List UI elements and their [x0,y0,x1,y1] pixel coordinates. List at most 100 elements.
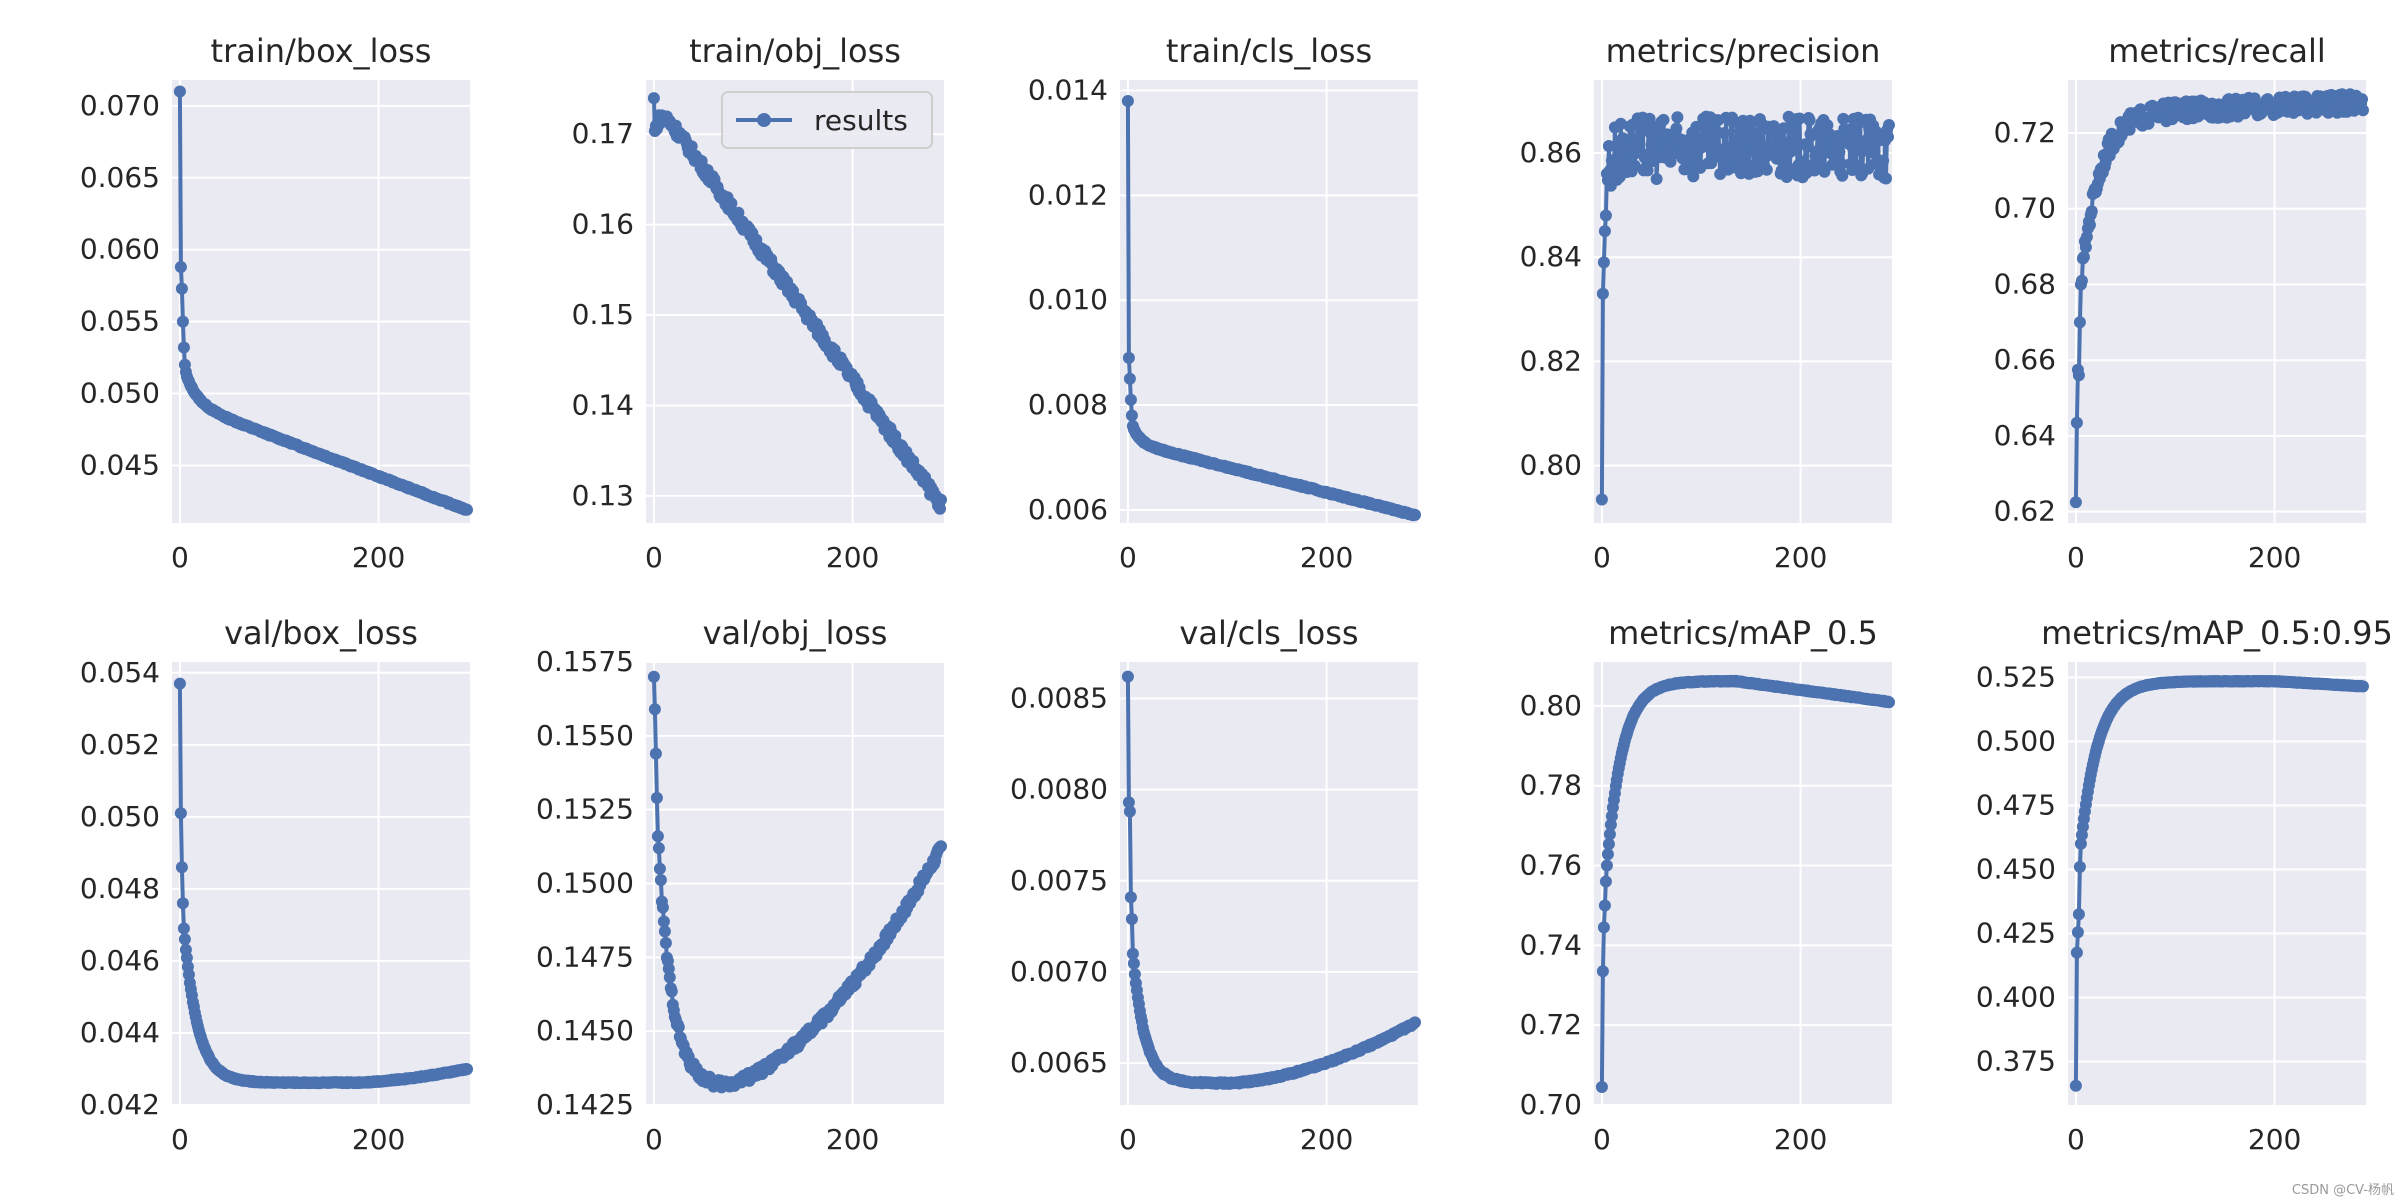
plot-area [172,662,470,1105]
data-point [178,933,191,946]
data-point [2077,251,2090,263]
y-tick-label: 0.84 [1520,240,1582,273]
data-point [648,703,661,716]
data-point [2069,1079,2082,1092]
x-tick-label: 200 [826,1123,879,1156]
y-tick-label: 0.425 [1976,916,2056,949]
data-point [174,807,187,820]
data-point [1671,111,1684,124]
data-point [1866,146,1879,159]
plot-area [2068,662,2366,1105]
x-tick-label: 200 [352,1123,405,1156]
data-point [2073,316,2086,329]
x-tick-label: 0 [1593,541,1611,574]
y-tick-label: 0.70 [1520,1088,1582,1121]
y-tick-label: 0.1425 [536,1088,634,1121]
data-point [934,502,946,515]
data-point [1126,947,1139,960]
subplot-title: train/box_loss [211,32,432,70]
data-point [1643,112,1656,125]
subplot-7: 0.1425 0.1450 0.1475 0.1500 0.1525 0.1550 0.15… [536,614,947,1156]
y-tick-label: 0.1500 [536,867,634,900]
legend-box [721,91,933,149]
data-point [176,897,189,910]
x-tick-label: 200 [1774,541,1827,574]
x-tick-label: 200 [2248,1123,2301,1156]
data-point [173,85,186,98]
data-point [1598,899,1611,912]
data-point [1597,921,1610,934]
legend: results [721,91,933,149]
data-point [177,922,190,935]
x-tick-label: 200 [2248,541,2301,574]
data-point [1767,120,1780,133]
legend-label: results [814,104,908,137]
y-tick-label: 0.046 [80,944,160,977]
plot-area [1120,662,1418,1105]
y-tick-label: 0.525 [1976,660,2056,693]
data-point [1409,508,1421,521]
subplot-8: 0.0065 0.0070 0.0075 0.0080 0.0085 0 200 val/cl… [1010,614,1421,1156]
data-point [2073,860,2086,873]
y-tick-label: 0.450 [1976,852,2056,885]
y-tick-label: 0.14 [572,388,634,421]
subplot-10: 0.375 0.400 0.425 0.450 0.475 0.500 0.525 0 200 m… [1976,614,2393,1156]
data-point [1784,145,1797,158]
data-point [658,925,671,938]
data-point [650,791,663,804]
data-point [1121,95,1134,107]
data-point [1670,122,1683,135]
data-point [2357,104,2369,117]
y-tick-label: 0.86 [1520,136,1582,169]
y-tick-label: 0.76 [1520,849,1582,882]
y-tick-label: 0.0080 [1010,773,1108,806]
data-point [1598,225,1611,238]
data-point [663,971,676,984]
y-tick-label: 0.054 [80,656,160,689]
series-points [173,677,473,1090]
data-point [1409,1016,1421,1029]
series-points [647,92,947,515]
y-tick-label: 0.13 [572,479,634,512]
data-point [685,140,698,153]
data-point [1759,151,1772,163]
subplot-title: metrics/recall [2108,32,2326,70]
data-point [1599,875,1612,888]
y-tick-label: 0.1550 [536,719,634,752]
data-point [2356,93,2368,106]
data-point [2357,680,2369,693]
data-point [1657,113,1670,126]
x-tick-label: 200 [826,541,879,574]
subplot-title: metrics/mAP_0.5:0.95 [2041,614,2393,652]
data-point [1618,140,1631,153]
data-point [1777,122,1790,135]
data-point [1604,818,1617,831]
x-tick-label: 0 [645,541,663,574]
y-tick-label: 0.010 [1028,283,1108,316]
data-point [1122,351,1135,364]
legend-marker [757,113,771,127]
y-tick-label: 0.0065 [1010,1046,1108,1079]
y-tick-label: 0.012 [1028,178,1108,211]
data-point [1601,848,1614,861]
x-tick-label: 0 [645,1123,663,1156]
data-point [1628,159,1641,172]
y-tick-label: 0.065 [80,161,160,194]
x-tick-label: 200 [1300,1123,1353,1156]
data-point [1599,209,1612,222]
y-tick-label: 0.050 [80,800,160,833]
y-tick-label: 0.008 [1028,388,1108,421]
data-point [651,830,664,843]
y-tick-label: 0.042 [80,1088,160,1121]
data-point [647,92,660,105]
subplot-3: 0.006 0.008 0.010 0.012 0.014 0 200 train/cls_l… [1028,32,1421,574]
data-point [2083,219,2096,231]
data-point [659,937,672,949]
data-point [1600,859,1613,872]
y-tick-label: 0.006 [1028,493,1108,526]
y-tick-label: 0.400 [1976,980,2056,1013]
data-point [173,677,186,690]
data-point [2072,908,2085,921]
data-point [2070,416,2083,429]
subplot-title: val/box_loss [224,614,418,652]
